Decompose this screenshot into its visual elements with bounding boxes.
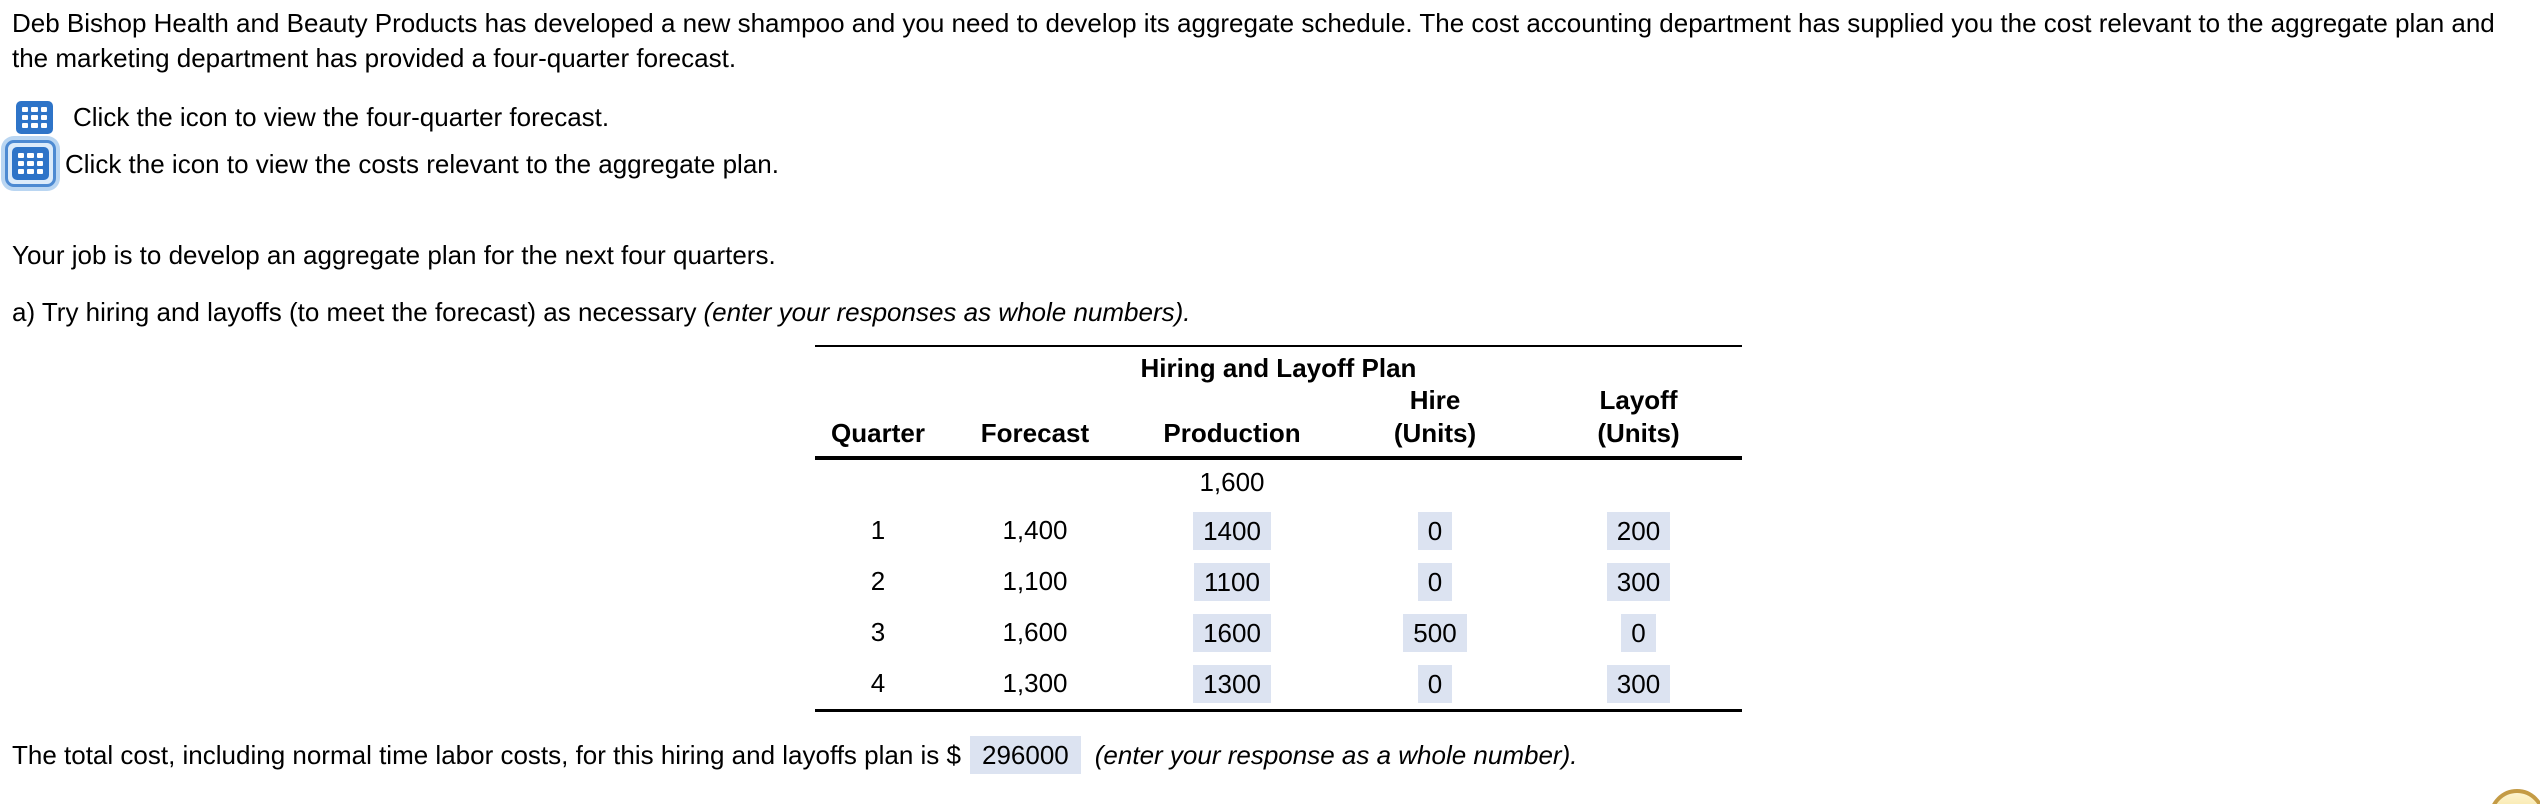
layoff-input-q2[interactable]: 300 xyxy=(1606,562,1671,601)
quarter-label: 1 xyxy=(870,515,886,545)
part-a-instruction: a) Try hiring and layoffs (to meet the f… xyxy=(12,295,1191,329)
hire-input-q4[interactable]: 0 xyxy=(1417,664,1453,703)
table-grid-icon-cell xyxy=(27,169,34,174)
table-grid-icon-cell xyxy=(31,106,38,112)
forecast-value: 1,300 xyxy=(941,658,1129,712)
table-grid-icon-cell xyxy=(40,122,47,128)
table-grid-icon-cell xyxy=(22,114,29,120)
costs-link-label: Click the icon to view the costs relevan… xyxy=(65,148,779,179)
quarter-label: 2 xyxy=(870,566,886,596)
production-input-q4[interactable]: 1300 xyxy=(1193,664,1271,703)
table-grid-icon-cell xyxy=(40,114,47,120)
table-grid-icon-cell xyxy=(31,114,38,120)
col-header-quarter: Quarter xyxy=(815,384,941,460)
problem-statement: Deb Bishop Health and Beauty Products ha… xyxy=(12,8,2495,73)
table-grid-icon-cell xyxy=(31,122,38,128)
quarter-label: 4 xyxy=(815,658,941,712)
col-header-production: Production xyxy=(1129,384,1335,460)
costs-icon-link: Click the icon to view the costs relevan… xyxy=(5,140,779,187)
hire-input-q3[interactable]: 500 xyxy=(1403,613,1467,652)
total-cost-text: The total cost, including normal time la… xyxy=(12,740,961,770)
layoff-input-q1[interactable]: 200 xyxy=(1606,511,1671,550)
table-title: Hiring and Layoff Plan xyxy=(1140,353,1417,383)
table-grid-icon-cell xyxy=(22,122,29,128)
col-header-forecast: Forecast xyxy=(941,384,1129,460)
col-header-hire: Hire (Units) xyxy=(1335,384,1535,460)
production-input-q1[interactable]: 1400 xyxy=(1193,511,1271,550)
forecast-icon-link: Click the icon to view the four-quarter … xyxy=(16,100,609,134)
part-a-note: (enter your responses as whole numbers). xyxy=(703,297,1191,327)
hiring-layoff-table: Hiring and Layoff Plan Quarter Forecast … xyxy=(815,345,1742,712)
assistant-button[interactable] xyxy=(2489,789,2540,804)
production-input-q3[interactable]: 1600 xyxy=(1193,613,1271,652)
layoff-input-q3[interactable]: 0 xyxy=(1621,613,1656,652)
initial-production-value: 1,600 xyxy=(1199,467,1265,497)
table-header-row: Quarter Forecast Production Hire (Units) … xyxy=(815,384,1742,460)
focus-ring xyxy=(5,140,56,187)
table-grid-icon-cell xyxy=(27,161,34,166)
forecast-value: 1,100 xyxy=(1002,566,1068,596)
forecast-value: 1,400 xyxy=(1002,515,1068,545)
table-grid-icon-cell xyxy=(36,161,43,166)
table-grid-icon-cell xyxy=(27,153,34,158)
table-grid-icon-cell xyxy=(18,153,25,158)
layoff-input-q4[interactable]: 300 xyxy=(1606,664,1671,703)
table-grid-icon-cell xyxy=(18,169,25,174)
table-grid-icon-cell xyxy=(40,106,47,112)
hire-input-q1[interactable]: 0 xyxy=(1417,511,1453,550)
table-row: 2 1,100 1100 0 300 xyxy=(815,556,1742,607)
hire-input-q2[interactable]: 0 xyxy=(1417,562,1453,601)
table-row-initial: 1,600 xyxy=(815,458,1742,505)
table-row: 3 1,600 1600 500 0 xyxy=(815,607,1742,658)
job-description: Your job is to develop an aggregate plan… xyxy=(12,240,776,270)
table-grid-icon-cell xyxy=(36,153,43,158)
table-grid-icon[interactable] xyxy=(12,147,49,180)
col-header-layoff: Layoff (Units) xyxy=(1535,384,1742,460)
forecast-link-label: Click the icon to view the four-quarter … xyxy=(73,102,610,132)
table-grid-icon-cell xyxy=(18,161,25,166)
table-row: 4 1,300 1300 0 300 xyxy=(815,658,1742,712)
part-a-text: a) Try hiring and layoffs (to meet the f… xyxy=(12,297,697,327)
table-grid-icon-cell xyxy=(36,169,43,174)
quarter-label: 3 xyxy=(870,617,886,647)
forecast-value: 1,600 xyxy=(1002,617,1068,647)
table-grid-icon[interactable] xyxy=(16,100,53,134)
total-cost-input[interactable]: 296000 xyxy=(970,736,1081,774)
production-input-q2[interactable]: 1100 xyxy=(1194,562,1270,601)
total-cost-note: (enter your response as a whole number). xyxy=(1094,740,1578,770)
table-grid-icon-cell xyxy=(22,106,29,112)
table-row: 1 1,400 1400 0 200 xyxy=(815,505,1742,556)
total-cost-statement: The total cost, including normal time la… xyxy=(12,736,1577,774)
